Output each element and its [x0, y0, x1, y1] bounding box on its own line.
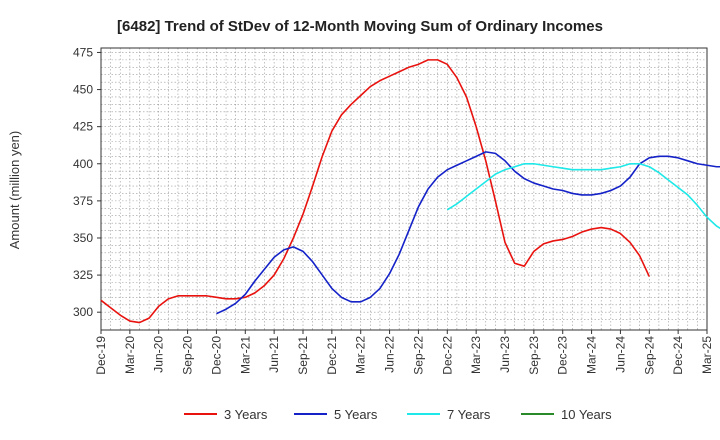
x-tick-label: Jun-23	[498, 336, 512, 373]
x-tick-label: Sep-21	[296, 336, 310, 375]
y-tick-label: 425	[73, 120, 93, 134]
y-tick-label: 475	[73, 45, 93, 59]
chart-title: [6482] Trend of StDev of 12-Month Moving…	[117, 18, 603, 35]
x-tick-label: Sep-24	[642, 336, 656, 375]
x-tick-label: Mar-23	[469, 336, 483, 374]
x-tick-label: Jun-21	[267, 336, 281, 373]
y-tick-label: 350	[73, 231, 93, 245]
legend: 3 Years 5 Years 7 Years 10 Years	[184, 407, 612, 422]
x-tick-label: Mar-25	[700, 336, 714, 374]
series-lines	[100, 59, 720, 324]
legend-label: 5 Years	[334, 407, 378, 422]
x-tick-label: Dec-20	[209, 336, 223, 375]
y-axis-ticks: 300 325 350 375 400 425 450 475	[73, 45, 101, 319]
y-axis-label: Amount (million yen)	[7, 131, 22, 250]
x-tick-label: Jun-22	[383, 336, 397, 373]
grid	[101, 48, 707, 330]
y-tick-label: 400	[73, 157, 93, 171]
x-tick-label: Mar-22	[354, 336, 368, 374]
x-tick-label: Mar-21	[238, 336, 252, 374]
y-tick-label: 325	[73, 268, 93, 282]
plot-area-border	[100, 47, 708, 331]
x-tick-label: Mar-20	[123, 336, 137, 374]
legend-label: 3 Years	[224, 407, 268, 422]
x-tick-label: Jun-20	[152, 336, 166, 373]
x-tick-label: Mar-24	[585, 336, 599, 374]
legend-label: 7 Years	[447, 407, 491, 422]
x-tick-label: Dec-23	[556, 336, 570, 375]
x-tick-label: Sep-20	[181, 336, 195, 375]
y-tick-label: 375	[73, 194, 93, 208]
y-tick-label: 300	[73, 305, 93, 319]
x-tick-label: Dec-22	[440, 336, 454, 375]
legend-label: 10 Years	[561, 407, 612, 422]
y-tick-label: 450	[73, 83, 93, 97]
x-tick-label: Dec-19	[94, 336, 108, 375]
x-tick-label: Sep-22	[411, 336, 425, 375]
series-line-3-years	[100, 59, 651, 324]
x-axis-ticks: Dec-19 Mar-20 Jun-20 Sep-20 Dec-20 Mar-21 Jun-…	[94, 330, 714, 375]
x-tick-label: Dec-24	[671, 336, 685, 375]
x-tick-label: Sep-23	[527, 336, 541, 375]
series-line-7-years	[446, 162, 720, 230]
x-tick-label: Dec-21	[325, 336, 339, 375]
x-tick-label: Jun-24	[613, 336, 627, 373]
series-line-5-years	[216, 151, 720, 315]
